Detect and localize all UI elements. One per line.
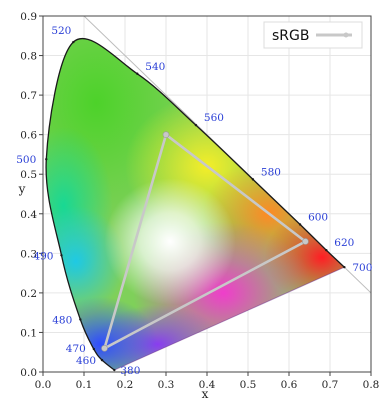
y-tick-label-5: 0.5 [20,169,37,181]
wavelength-label-620: 620 [334,237,354,249]
x-tick-label-0: 0.0 [35,379,52,391]
locus-tick-2 [92,347,96,351]
locus-tick-12 [343,265,346,269]
x-tick-label-2: 0.2 [117,379,134,391]
x-tick-label-5: 0.5 [240,379,257,391]
wavelength-label-560: 560 [204,112,224,124]
wavelength-label-520: 520 [51,25,71,37]
x-axis-label: x [202,387,209,401]
x-tick-label-6: 0.6 [281,379,298,391]
srgb-point-0 [302,238,309,245]
gamut-blob-9 [104,178,236,305]
y-tick-label-3: 0.3 [20,248,37,260]
x-tick-label-8: 0.8 [363,379,380,391]
y-tick-label-7: 0.7 [20,90,37,102]
y-tick-label-8: 0.8 [20,51,37,63]
locus-tick-6 [72,40,75,44]
wavelength-label-470: 470 [66,343,86,355]
legend-marker-swatch [343,32,349,38]
srgb-series [101,131,309,352]
x-tick-label-7: 0.7 [322,379,339,391]
y-tick-label-6: 0.6 [20,130,37,142]
locus-tick-10 [298,223,302,226]
wavelength-label-480: 480 [52,314,72,326]
wavelength-label-380: 380 [120,365,140,377]
x-tick-label-3: 0.3 [158,379,175,391]
wavelength-label-600: 600 [308,211,328,223]
wavelength-label-580: 580 [261,166,281,178]
y-tick-label-2: 0.2 [20,288,37,300]
locus-tick-9 [251,178,255,181]
x-tick-label-4: 0.4 [199,379,216,391]
locus-tick-0 [113,368,116,372]
locus-tick-3 [79,318,82,321]
srgb-point-1 [162,131,170,138]
locus-tick-1 [100,358,104,362]
wavelength-label-500: 500 [16,154,36,166]
locus-tick-11 [325,248,328,252]
y-tick-label-0: 0.0 [20,367,37,379]
y-tick-label-9: 0.9 [20,11,37,23]
srgb-triangle [103,133,307,350]
y-tick-label-1: 0.1 [20,327,37,339]
y-tick-label-4: 0.4 [20,209,37,221]
y-axis-label: y [18,182,26,196]
line-of-purples [114,266,345,371]
x-axis-ticks: 0.0 0.1 0.2 0.3 0.4 0.5 0.6 0.7 0.8 [35,372,380,391]
x-tick-label-1: 0.1 [76,379,93,391]
spectral-locus [45,37,346,372]
wavelength-label-540: 540 [145,61,165,73]
wavelength-label-490: 490 [33,250,53,262]
locus-tick-5 [45,157,48,161]
wavelength-label-460: 460 [76,355,96,367]
wavelength-label-700: 700 [352,262,372,274]
locus-tick-4 [60,254,63,257]
y-axis-ticks: 0.0 0.1 0.2 0.3 0.4 0.5 0.6 0.7 0.8 0.9 [20,11,43,379]
legend: sRGB [263,21,363,49]
srgb-point-2 [101,344,108,352]
legend-label: sRGB [272,28,309,44]
locus-tick-7 [136,72,139,75]
locus-tick-8 [194,123,198,127]
